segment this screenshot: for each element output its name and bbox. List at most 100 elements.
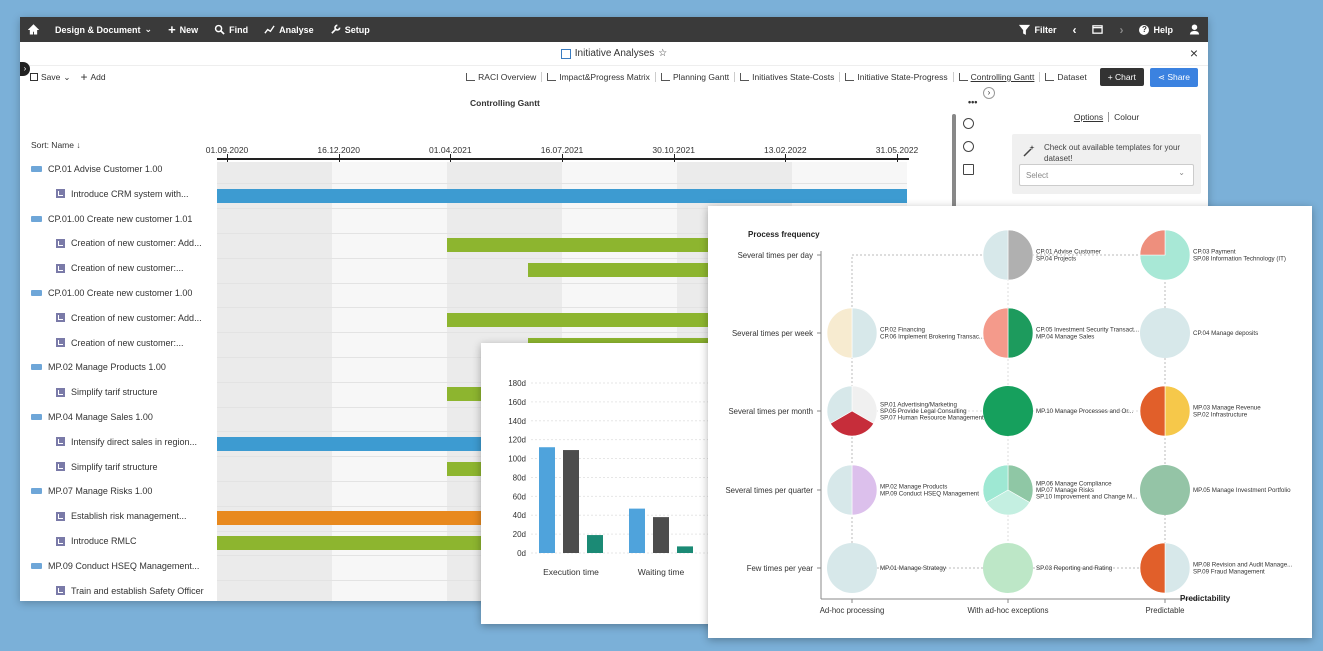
bubble[interactable] <box>826 385 878 437</box>
bar-waiting-time-s1[interactable] <box>629 508 645 553</box>
add-chart-button[interactable]: + Chart <box>1099 68 1144 86</box>
bubble[interactable] <box>826 464 878 516</box>
bubble-slice[interactable] <box>1139 542 1166 594</box>
bubble-slice[interactable] <box>851 307 878 359</box>
bubble-slice[interactable] <box>827 543 877 593</box>
bubble-slice[interactable] <box>826 307 853 359</box>
bubble-slice[interactable] <box>982 307 1009 359</box>
bar-execution-time-s3[interactable] <box>587 535 603 553</box>
tab-impact-progress-matrix[interactable]: Impact&Progress Matrix <box>542 72 656 82</box>
window-button[interactable] <box>1084 17 1111 42</box>
sort-control[interactable]: Sort: Name ↓ <box>31 140 81 150</box>
bubble-slice[interactable] <box>851 385 878 424</box>
analyse-menu[interactable]: Analyse <box>256 17 322 42</box>
setup-menu[interactable]: Setup <box>322 17 378 42</box>
tab-initiative-state-progress[interactable]: Initiative State-Progress <box>840 72 954 82</box>
gantt-task-row[interactable]: Establish risk management... <box>56 511 187 521</box>
home-button[interactable] <box>20 17 47 42</box>
bubble[interactable] <box>1140 465 1190 515</box>
bubble-slice[interactable] <box>1164 542 1191 594</box>
zoom-out-icon[interactable] <box>962 141 974 152</box>
bubble[interactable] <box>982 464 1034 516</box>
bar-execution-time-s2[interactable] <box>563 450 579 553</box>
sidebar-toggle-button[interactable]: › <box>20 62 30 76</box>
bubble-slice[interactable] <box>983 386 1033 436</box>
share-button[interactable]: ⋖ Share <box>1149 67 1198 87</box>
tab-colour[interactable]: Colour <box>1114 112 1140 122</box>
gantt-task-row[interactable]: Creation of new customer: Add... <box>56 238 202 248</box>
gantt-group-row[interactable]: MP.07 Manage Risks 1.00 <box>31 486 152 496</box>
bubble-slice[interactable] <box>1139 229 1166 256</box>
save-button[interactable]: Save ⌄ <box>30 72 71 83</box>
bubble-slice[interactable] <box>1007 464 1034 503</box>
back-button[interactable]: ‹ <box>1064 17 1084 42</box>
new-menu[interactable]: + New <box>160 17 206 42</box>
bubble-slice[interactable] <box>826 385 853 424</box>
bubble-slice[interactable] <box>1007 307 1034 359</box>
options-collapse-button[interactable]: › <box>983 87 995 99</box>
user-button[interactable] <box>1181 17 1208 42</box>
gantt-group-row[interactable]: CP.01.00 Create new customer 1.00 <box>31 288 192 298</box>
scrollbar[interactable] <box>952 114 956 209</box>
add-button[interactable]: + Add <box>81 70 106 84</box>
bar-waiting-time-s3[interactable] <box>677 546 693 553</box>
bubble[interactable] <box>983 386 1033 436</box>
forward-button[interactable]: › <box>1111 17 1131 42</box>
zoom-in-icon[interactable] <box>962 118 974 129</box>
bubble[interactable] <box>983 543 1033 593</box>
tab-raci-overview[interactable]: RACI Overview <box>461 72 543 82</box>
gantt-task-row[interactable]: Creation of new customer: Add... <box>56 313 202 323</box>
bubble-slice[interactable] <box>851 464 878 516</box>
bubble-slice[interactable] <box>829 410 875 437</box>
bubble[interactable] <box>1139 385 1191 437</box>
gantt-group-row[interactable]: MP.04 Manage Sales 1.00 <box>31 412 153 422</box>
bubble-slice[interactable] <box>826 464 853 516</box>
bubble-slice[interactable] <box>1007 229 1034 281</box>
bubble[interactable] <box>826 307 878 359</box>
template-select[interactable]: Select <box>1019 164 1194 186</box>
bubble[interactable] <box>1139 542 1191 594</box>
bubble-slice[interactable] <box>1140 465 1190 515</box>
gantt-group-row[interactable]: MP.09 Conduct HSEQ Management... <box>31 561 199 571</box>
tab-planning-gantt[interactable]: Planning Gantt <box>656 72 736 82</box>
tab-initiatives-state-costs[interactable]: Initiatives State-Costs <box>735 72 841 82</box>
design-document-menu[interactable]: Design & Document ⌄ <box>47 17 160 42</box>
gantt-task-row[interactable]: Creation of new customer:... <box>56 263 184 273</box>
gantt-group-row[interactable]: CP.01.00 Create new customer 1.01 <box>31 214 192 224</box>
bubble[interactable] <box>982 229 1034 281</box>
tab-controlling-gantt[interactable]: Controlling Gantt <box>954 72 1041 82</box>
gantt-task-row[interactable]: Train and establish Safety Officer <box>56 586 204 596</box>
close-button[interactable]: × <box>1189 45 1198 61</box>
bubble[interactable] <box>982 307 1034 359</box>
gantt-task-row[interactable]: Simplify tarif structure <box>56 462 158 472</box>
bar-execution-time-s1[interactable] <box>539 447 555 553</box>
bubble[interactable] <box>827 543 877 593</box>
favorite-star-icon[interactable]: ☆ <box>658 48 668 59</box>
bubble-slice[interactable] <box>1140 308 1190 358</box>
help-button[interactable]: ? Help <box>1131 17 1181 42</box>
tab-options[interactable]: Options <box>1069 112 1110 122</box>
bubble-slice[interactable] <box>983 543 1033 593</box>
bubble-slice[interactable] <box>982 464 1009 503</box>
find-menu[interactable]: Find <box>206 17 256 42</box>
bubble-slice[interactable] <box>1139 385 1166 437</box>
bubble-slice[interactable] <box>985 489 1031 516</box>
export-icon[interactable] <box>962 164 974 175</box>
bar-waiting-time-s2[interactable] <box>653 517 669 553</box>
gantt-task-row[interactable]: Creation of new customer:... <box>56 338 184 348</box>
tab-dataset[interactable]: Dataset <box>1040 72 1091 82</box>
gantt-task-row[interactable]: Intensify direct sales in region... <box>56 437 197 447</box>
gantt-task-row[interactable]: Introduce CRM system with... <box>56 189 189 199</box>
bubble-slice[interactable] <box>1139 229 1191 281</box>
gantt-task-row[interactable]: Introduce RMLC <box>56 536 137 546</box>
bubble[interactable] <box>1139 229 1191 281</box>
gantt-task-row[interactable]: Simplify tarif structure <box>56 387 158 397</box>
gantt-group-row[interactable]: CP.01 Advise Customer 1.00 <box>31 164 162 174</box>
bubble-slice[interactable] <box>1164 385 1191 437</box>
bubble-slice[interactable] <box>982 229 1009 281</box>
more-options-icon[interactable]: ••• <box>968 97 978 107</box>
bubble[interactable] <box>1140 308 1190 358</box>
filter-button[interactable]: Filter <box>1011 17 1064 42</box>
gantt-bar[interactable] <box>217 188 907 203</box>
gantt-group-row[interactable]: MP.02 Manage Products 1.00 <box>31 362 166 372</box>
